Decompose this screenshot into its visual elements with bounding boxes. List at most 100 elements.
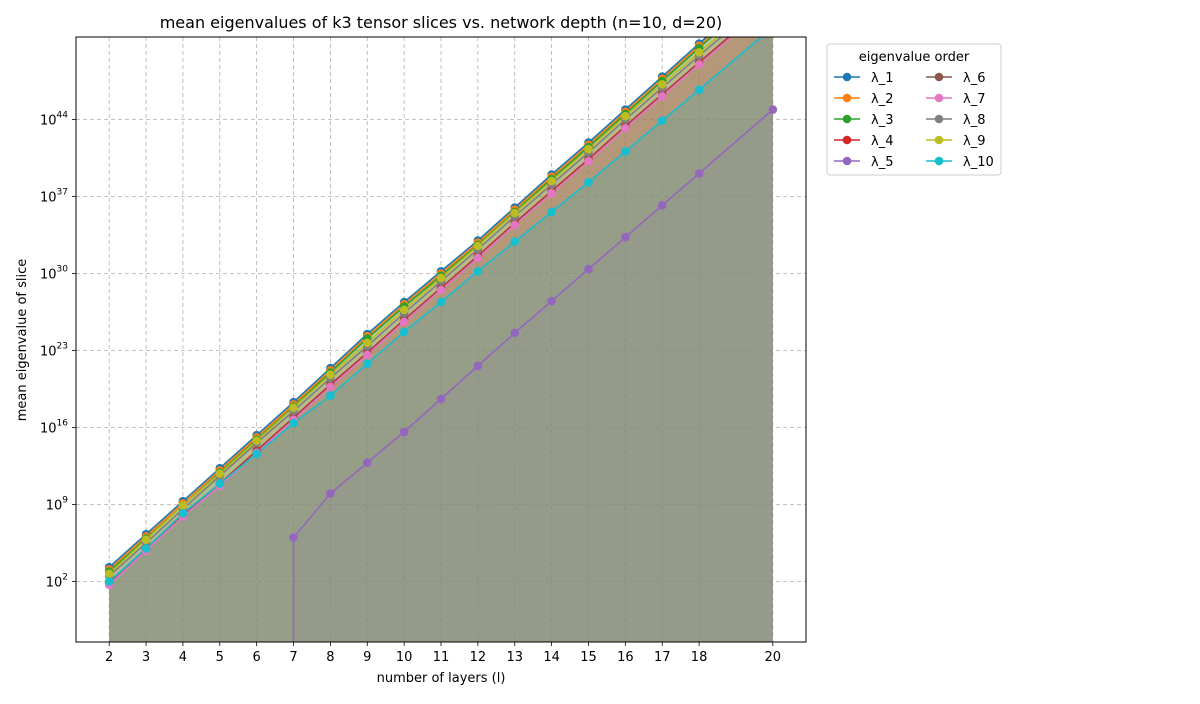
data-point-λ_9	[178, 501, 188, 510]
legend-entry-label: λ_6	[963, 71, 985, 86]
series-line-λ_8	[108, 37, 723, 577]
x-tick-label: 4	[179, 650, 187, 665]
data-point-λ_9	[104, 569, 114, 579]
data-point-λ_10	[141, 544, 151, 553]
area-fills	[109, 37, 773, 642]
data-point-λ_7	[436, 285, 446, 295]
legend-entry-label: λ_1	[871, 71, 893, 86]
x-tick-label: 9	[363, 650, 371, 665]
x-axis-ticks: 2 3 4 5 6 7 8 9 10 11 12 13 14 15 16 17 18 20	[105, 642, 781, 665]
series-points	[104, 39, 778, 590]
data-point-λ_5	[362, 458, 372, 468]
series-line-λ_1	[108, 37, 708, 568]
data-point-λ_7	[694, 60, 704, 69]
data-point-λ_9	[215, 469, 225, 479]
series-lines	[108, 37, 774, 642]
data-point-λ_10	[178, 509, 188, 518]
data-point-λ_7	[362, 350, 372, 360]
legend-title: eigenvalue order	[859, 50, 970, 65]
data-point-λ_9	[141, 535, 151, 544]
data-point-λ_10	[326, 391, 335, 400]
data-point-λ_10	[657, 116, 667, 125]
data-point-λ_9	[399, 305, 409, 315]
data-point-λ_7	[547, 188, 556, 198]
data-point-λ_10	[694, 85, 704, 95]
series-line-λ_10	[108, 37, 763, 583]
data-point-λ_9	[621, 111, 630, 121]
legend-swatch-marker	[934, 72, 944, 82]
data-point-λ_9	[326, 370, 335, 380]
data-point-λ_5	[326, 489, 335, 498]
x-tick-label: 6	[253, 650, 261, 665]
data-point-λ_7	[584, 157, 593, 166]
x-tick-label: 12	[470, 650, 487, 665]
area-λ_4	[109, 37, 773, 642]
data-point-λ_7	[473, 253, 483, 263]
legend-swatch-marker	[934, 156, 944, 166]
data-point-λ_5	[694, 169, 704, 178]
area-λ_3	[109, 37, 773, 642]
data-point-λ_5	[473, 361, 483, 371]
area-λ_5	[293, 109, 773, 642]
data-point-λ_9	[510, 208, 520, 218]
data-point-λ_10	[547, 207, 556, 217]
legend-swatch-marker	[842, 93, 852, 103]
legend-items: λ_1 λ_2 λ_3 λ_4 λ_5 λ_6 λ_7 λ_8 λ_9 λ_10	[834, 71, 994, 170]
area-λ_10	[109, 37, 773, 642]
data-point-λ_5	[768, 105, 778, 114]
legend-swatch-marker	[934, 93, 944, 103]
data-point-λ_10	[289, 418, 298, 428]
area-λ_7	[109, 37, 773, 642]
legend-entry-label: λ_2	[871, 92, 893, 107]
area-λ_2	[109, 37, 773, 642]
series-line-λ_5	[292, 108, 774, 642]
legend-swatch-marker	[842, 114, 852, 124]
data-point-λ_9	[289, 403, 298, 413]
data-point-λ_5	[621, 232, 630, 242]
legend-swatch-marker	[934, 114, 944, 124]
x-axis-label: number of layers (l)	[377, 671, 506, 686]
x-tick-label: 2	[105, 650, 113, 665]
legend-swatch-marker	[842, 72, 852, 82]
legend-entry-label: λ_7	[963, 92, 985, 107]
data-point-λ_10	[621, 147, 630, 156]
legend-box	[826, 43, 1002, 176]
data-point-λ_10	[252, 449, 261, 459]
data-point-λ_5	[289, 533, 298, 542]
x-tick-label: 5	[216, 650, 224, 665]
x-tick-label: 15	[580, 650, 597, 665]
data-point-λ_7	[510, 220, 520, 230]
x-tick-label: 20	[765, 650, 782, 665]
series-line-λ_9	[108, 37, 719, 575]
legend: eigenvalue order λ_1λ_2λ_3λ_4λ_5λ_6λ_7λ_…	[826, 43, 1002, 176]
x-tick-label: 8	[326, 650, 334, 665]
x-tick-label: 13	[506, 650, 523, 665]
data-point-λ_10	[473, 267, 483, 276]
data-point-λ_9	[252, 436, 261, 446]
data-point-λ_7	[621, 124, 630, 133]
legend-entry-label: λ_10	[963, 155, 994, 170]
data-point-λ_7	[657, 92, 667, 101]
x-tick-label: 11	[433, 650, 450, 665]
legend-entry-label: λ_4	[871, 134, 893, 149]
x-tick-label: 14	[543, 650, 560, 665]
data-point-λ_5	[657, 201, 667, 210]
data-point-λ_9	[694, 48, 704, 57]
x-tick-label: 10	[396, 650, 413, 665]
x-tick-label: 16	[617, 650, 634, 665]
x-tick-label: 17	[654, 650, 671, 665]
data-point-λ_10	[584, 177, 593, 187]
data-point-λ_9	[657, 80, 667, 89]
series-line-λ_2	[108, 37, 711, 570]
data-point-λ_5	[584, 264, 593, 274]
data-point-λ_10	[510, 237, 520, 246]
data-point-λ_5	[436, 394, 446, 404]
data-point-λ_10	[362, 359, 372, 369]
area-λ_6	[109, 37, 773, 642]
legend-swatch-marker	[842, 156, 852, 166]
series-line-λ_6	[108, 37, 732, 585]
data-point-λ_9	[547, 176, 556, 186]
legend-entry-label: λ_8	[963, 113, 985, 128]
